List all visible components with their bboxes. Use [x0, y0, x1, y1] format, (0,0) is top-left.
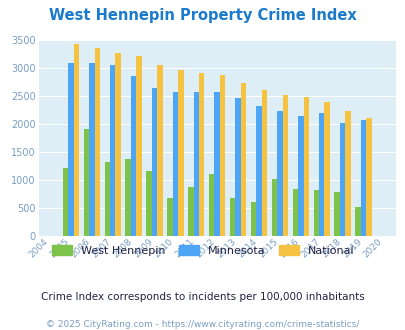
Bar — [360, 120, 365, 236]
Bar — [271, 179, 277, 236]
Bar — [282, 95, 287, 236]
Bar — [94, 48, 100, 236]
Text: © 2025 CityRating.com - https://www.cityrating.com/crime-statistics/: © 2025 CityRating.com - https://www.city… — [46, 320, 359, 329]
Bar — [172, 92, 178, 236]
Bar — [277, 111, 282, 236]
Bar — [256, 106, 261, 236]
Bar — [318, 113, 324, 236]
Bar — [303, 97, 308, 236]
Bar — [83, 129, 89, 236]
Bar — [324, 102, 329, 236]
Bar — [125, 158, 130, 236]
Bar — [115, 52, 121, 236]
Text: Crime Index corresponds to incidents per 100,000 inhabitants: Crime Index corresponds to incidents per… — [41, 292, 364, 302]
Bar — [344, 112, 350, 236]
Bar — [292, 189, 297, 236]
Bar — [214, 92, 220, 236]
Bar — [365, 118, 371, 236]
Bar — [188, 187, 193, 236]
Bar — [240, 83, 246, 236]
Bar — [110, 65, 115, 236]
Bar — [146, 172, 151, 236]
Bar — [89, 63, 94, 236]
Bar — [167, 198, 172, 236]
Bar — [68, 63, 73, 236]
Bar — [178, 70, 183, 236]
Bar — [130, 76, 136, 236]
Bar — [209, 174, 214, 236]
Bar — [157, 65, 162, 236]
Bar — [354, 207, 360, 236]
Bar — [151, 88, 157, 236]
Bar — [250, 202, 256, 236]
Bar — [220, 75, 225, 236]
Bar — [136, 56, 141, 236]
Bar — [313, 190, 318, 236]
Bar — [235, 98, 240, 236]
Bar — [193, 92, 198, 236]
Bar — [334, 192, 339, 236]
Legend: West Hennepin, Minnesota, National: West Hennepin, Minnesota, National — [47, 241, 358, 260]
Bar — [104, 162, 110, 236]
Bar — [261, 89, 266, 236]
Bar — [73, 44, 79, 236]
Bar — [229, 198, 235, 236]
Bar — [198, 73, 204, 236]
Text: West Hennepin Property Crime Index: West Hennepin Property Crime Index — [49, 8, 356, 23]
Bar — [339, 123, 344, 236]
Bar — [63, 168, 68, 236]
Bar — [297, 116, 303, 236]
